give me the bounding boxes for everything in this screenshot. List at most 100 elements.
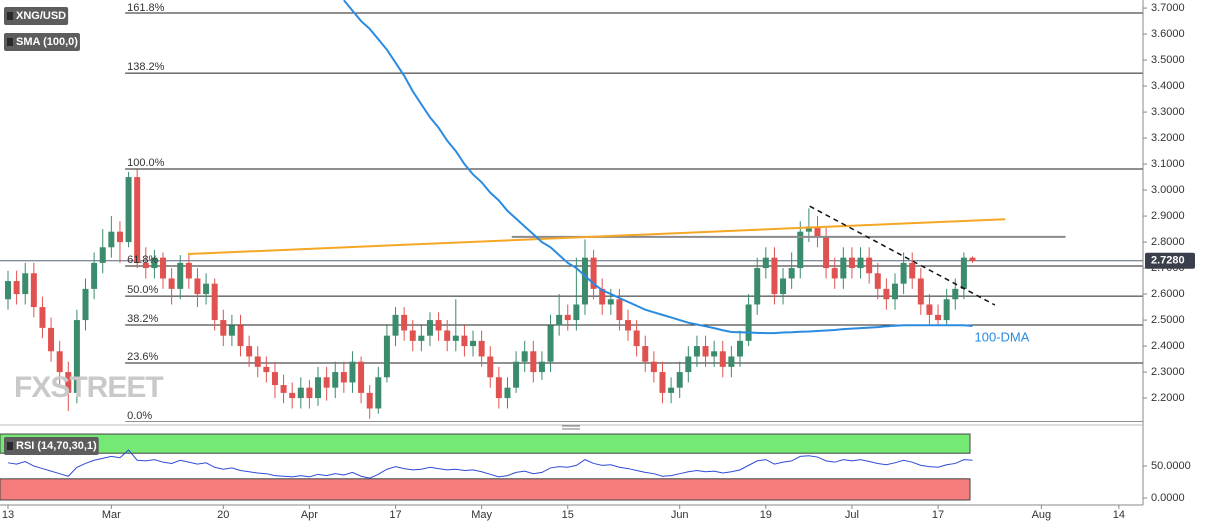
candle-body — [134, 177, 141, 263]
candle-body — [315, 377, 322, 399]
y-tick-label: 2.8000 — [1151, 236, 1185, 248]
candle-body — [848, 257, 855, 269]
candle-body — [719, 351, 726, 367]
candle-body — [788, 268, 795, 279]
candle-body — [203, 283, 210, 295]
y-tick-label: 3.5000 — [1151, 54, 1185, 66]
candle-body — [5, 281, 12, 300]
candle-body — [461, 335, 468, 347]
y-tick-label: 2.5000 — [1151, 314, 1185, 326]
candle-body — [39, 307, 46, 328]
candle-body — [633, 330, 640, 347]
y-tick-label: 3.4000 — [1151, 80, 1185, 92]
candle-body — [323, 377, 330, 388]
fib-label: 23.6% — [127, 351, 158, 363]
candle-body — [935, 314, 942, 321]
candle-body — [30, 273, 37, 308]
candle-body — [823, 236, 830, 269]
candle-body — [762, 257, 769, 269]
candle-body — [564, 314, 571, 321]
candle-body — [444, 330, 451, 341]
symbol-label-box — [4, 7, 69, 25]
candle-body — [263, 366, 270, 373]
candle-body — [366, 392, 373, 409]
candle-body — [99, 247, 106, 263]
candle-body — [401, 314, 408, 331]
candle-body — [693, 346, 700, 357]
candle-body — [952, 288, 959, 300]
fib-label: 38.2% — [127, 313, 158, 325]
candle-body — [547, 325, 554, 362]
x-tick-label: May — [471, 509, 492, 521]
candle-body — [969, 257, 976, 261]
candle-body — [435, 320, 442, 331]
candle-body — [573, 304, 580, 321]
candle-body — [676, 372, 683, 388]
candle-body — [246, 346, 253, 357]
x-tick-label: 15 — [562, 509, 574, 521]
fib-label: 100.0% — [127, 157, 165, 169]
annotation: 100-DMA — [974, 329, 1029, 344]
rsi-overbought-zone — [0, 433, 971, 454]
candle-body — [349, 361, 356, 383]
candle-body — [504, 387, 511, 399]
candle-body — [668, 387, 675, 393]
candle-body — [487, 356, 494, 378]
candle-body — [280, 385, 287, 393]
indicator-label: SMA (100,0) — [16, 36, 78, 48]
candle-body — [220, 320, 227, 336]
candle-body — [332, 372, 339, 388]
candle-body — [754, 268, 761, 305]
candle-body — [642, 346, 649, 362]
candle-body — [418, 335, 425, 341]
x-tick-label: Aug — [1032, 509, 1052, 521]
candle-body — [538, 361, 545, 373]
symbol-label: XNG/USD — [16, 10, 66, 22]
candle-body — [650, 361, 657, 373]
candle-body — [556, 314, 563, 326]
candle-body — [874, 273, 881, 289]
watermark: FXSTREET — [14, 371, 163, 404]
candle-body — [375, 377, 382, 409]
y-tick-label: 3.6000 — [1151, 28, 1185, 40]
candle-body — [383, 335, 390, 378]
candle-body — [116, 231, 123, 243]
candle-body — [530, 351, 537, 373]
fib-layer — [0, 12, 1143, 422]
candle-body — [91, 262, 98, 289]
candle-body — [659, 372, 666, 393]
candle-body — [358, 361, 365, 393]
rsi-label-swatch — [7, 442, 13, 450]
x-tick-label: 17 — [932, 509, 944, 521]
candle-body — [108, 231, 115, 248]
candle-body — [409, 330, 416, 341]
candle-body — [340, 372, 347, 383]
last-price-tag — [1145, 252, 1195, 269]
candle-body — [271, 372, 278, 386]
candle-body — [685, 356, 692, 373]
candle-body — [909, 262, 916, 279]
candle-body — [470, 340, 477, 347]
candle-body — [797, 231, 804, 269]
candle-body — [48, 327, 55, 352]
candle-body — [65, 372, 72, 393]
candle-body — [306, 387, 313, 399]
rsi-label: RSI (14,70,30,1) — [16, 440, 97, 452]
trend-line — [809, 205, 996, 306]
candle-body — [254, 356, 261, 367]
candle-body — [883, 288, 890, 300]
candle-body — [125, 177, 132, 243]
rsi-tick-label: 50.0000 — [1151, 460, 1191, 472]
x-tick-label: 13 — [2, 509, 14, 521]
candle-body — [289, 392, 296, 399]
candle-body — [590, 257, 597, 289]
candle-body — [160, 257, 167, 279]
candle-body — [599, 288, 606, 305]
candle-body — [82, 288, 89, 321]
candle-body — [771, 257, 778, 295]
y-tick-label: 2.6000 — [1151, 288, 1185, 300]
y-tick-label: 3.2000 — [1151, 132, 1185, 144]
candle-body — [56, 351, 63, 373]
price-layer — [5, 0, 1066, 419]
